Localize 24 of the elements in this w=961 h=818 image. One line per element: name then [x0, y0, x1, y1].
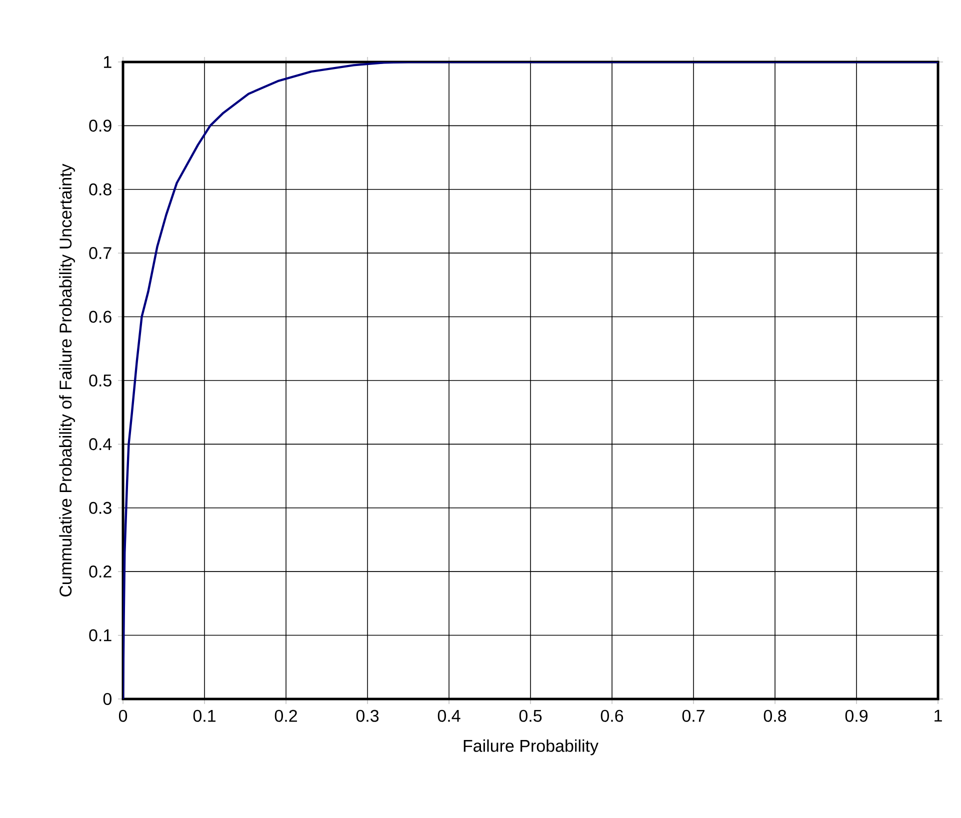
x-tick-label: 1 — [934, 710, 942, 722]
y-tick-label: 0.4 — [89, 438, 112, 450]
y-tick-label: 0 — [103, 692, 112, 706]
x-tick-label: 0.5 — [519, 710, 542, 722]
x-tick-label: 0 — [118, 710, 128, 722]
x-tick-label: 0.9 — [845, 710, 868, 722]
x-tick-label: 0.6 — [600, 710, 624, 722]
x-tick-label: 0.4 — [438, 710, 460, 722]
y-tick-label: 0.8 — [89, 183, 112, 196]
x-tick-label: 0.8 — [764, 710, 786, 722]
y-tick-label: 0.7 — [89, 247, 112, 260]
x-tick-label: 0.2 — [274, 710, 297, 722]
y-tick-label: 0.9 — [89, 120, 112, 132]
y-tick-label: 0.5 — [89, 374, 112, 387]
y-tick-label: 0.1 — [89, 629, 112, 642]
y-tick-label: 0.3 — [89, 502, 112, 514]
y-tick-label: 0.2 — [89, 566, 112, 578]
x-tick-label: 0.7 — [682, 710, 704, 722]
x-axis-title: Failure Probability — [464, 739, 598, 756]
y-axis-title: Cummulative Probability of Failure Probability Uncertainty — [59, 164, 75, 596]
x-tick-label: 0.3 — [356, 710, 379, 722]
y-tick-label: 0.6 — [89, 310, 112, 323]
x-tick-label: 0.1 — [193, 710, 216, 722]
y-tick-label: 1 — [104, 56, 112, 68]
